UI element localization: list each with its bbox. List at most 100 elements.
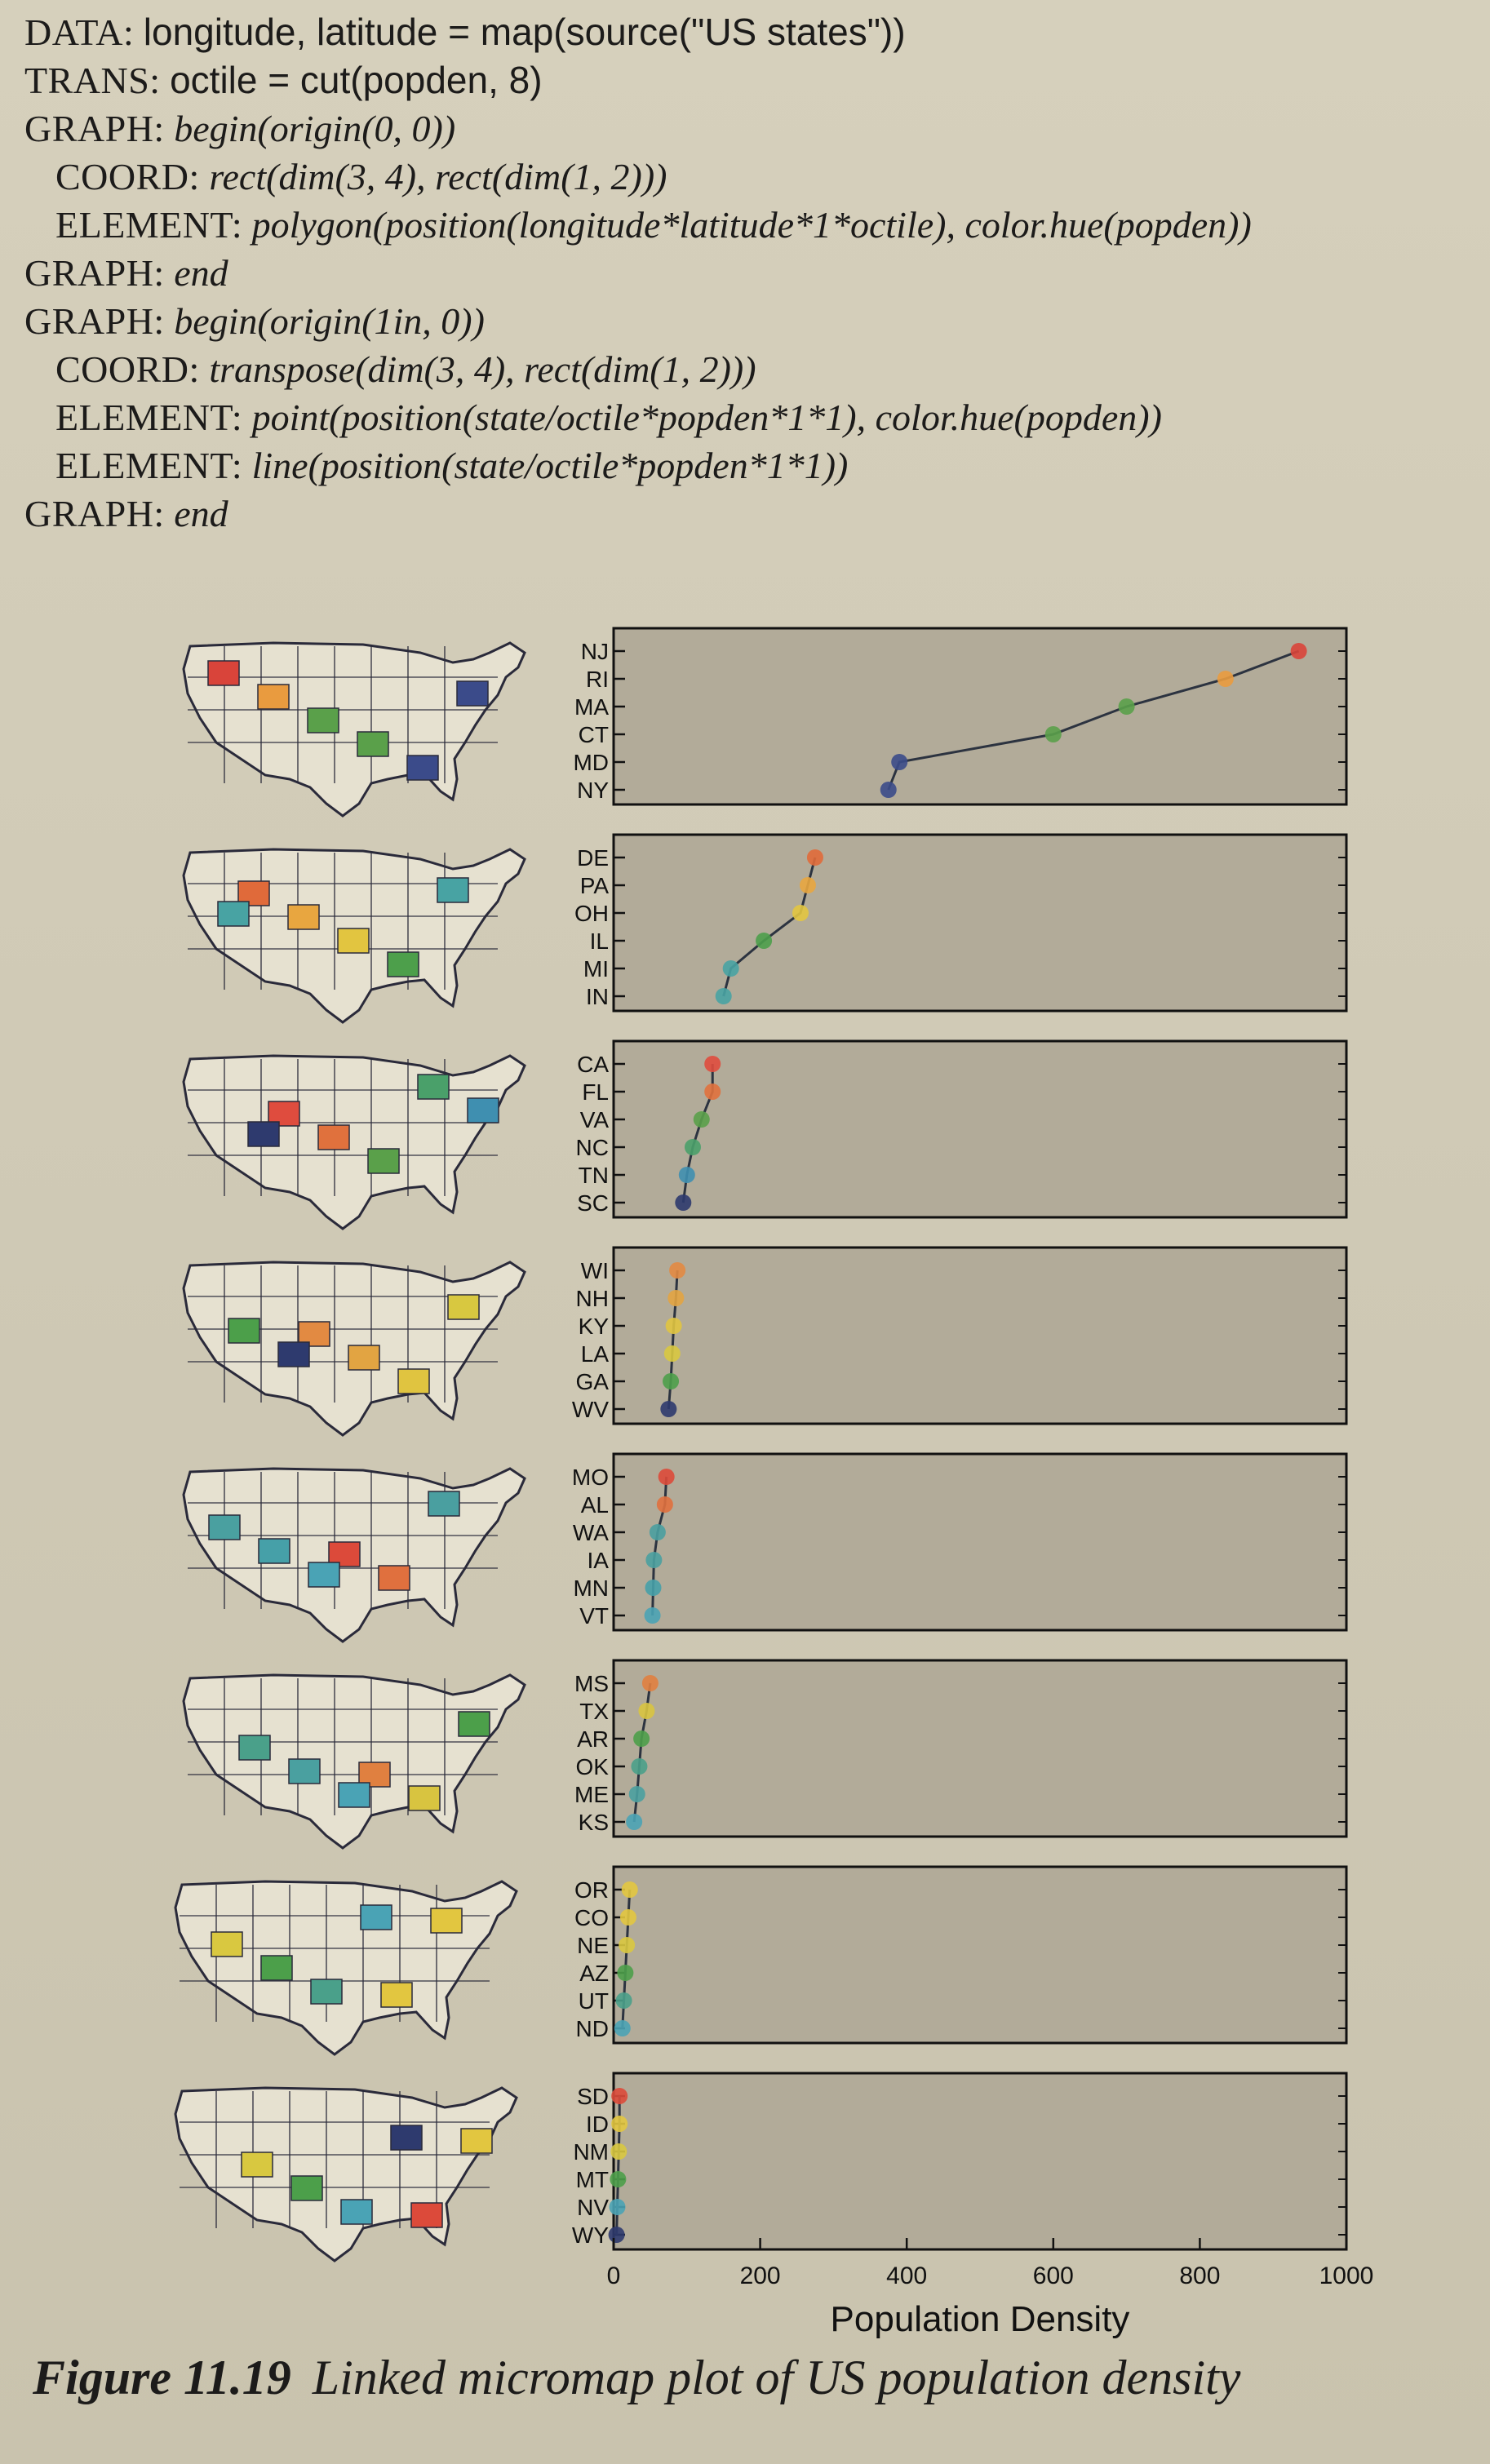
state-label: CA (577, 1052, 609, 1077)
x-tick-label: 200 (740, 2262, 781, 2289)
data-point (715, 988, 732, 1004)
figure-caption: Figure 11.19 Linked micromap plot of US p… (33, 2350, 1240, 2406)
code-line: ELEMENT: line(position(state/octile*popd… (55, 445, 849, 486)
highlighted-state (317, 1124, 350, 1150)
state-label: VA (580, 1107, 610, 1132)
highlighted-state (208, 1514, 241, 1540)
gpl-code-block: DATA: longitude, latitude = map(source("… (24, 8, 1252, 538)
highlighted-state (408, 1785, 441, 1811)
highlighted-state (258, 1538, 290, 1564)
data-point (756, 933, 773, 949)
us-outline (182, 1054, 526, 1230)
data-point (792, 905, 809, 921)
state-label: ND (576, 2016, 609, 2041)
state-label: TN (579, 1163, 609, 1188)
highlighted-state (287, 904, 320, 930)
data-point (621, 1881, 638, 1898)
data-point (626, 1814, 643, 1830)
data-point (1118, 698, 1135, 715)
state-label: IA (588, 1548, 610, 1573)
highlighted-state (456, 680, 489, 707)
us-micromap (182, 641, 526, 818)
data-point (641, 1675, 659, 1691)
data-point (675, 1194, 692, 1211)
data-point (684, 1139, 701, 1155)
highlighted-state (460, 2128, 493, 2154)
highlighted-state (360, 1904, 392, 1930)
figure-title: Linked micromap plot of US population de… (312, 2351, 1241, 2404)
data-point (663, 1345, 681, 1362)
data-point (658, 1469, 675, 1485)
data-point (631, 1758, 648, 1775)
highlighted-state (337, 928, 370, 954)
highlighted-state (290, 2175, 323, 2201)
plot-panel (612, 1452, 1348, 1632)
us-micromap (182, 848, 526, 1024)
code-line: GRAPH: begin(origin(1in, 0)) (24, 300, 485, 342)
state-label: IN (586, 984, 609, 1009)
data-point (617, 1965, 634, 1981)
data-point (891, 754, 908, 770)
data-point (722, 960, 739, 977)
data-point (799, 877, 816, 893)
highlighted-state (277, 1341, 310, 1367)
highlighted-state (247, 1121, 280, 1147)
highlighted-state (357, 731, 389, 757)
highlighted-state (378, 1565, 410, 1591)
data-point (1044, 726, 1062, 742)
data-point (633, 1731, 650, 1747)
data-point (611, 2088, 628, 2104)
data-point (663, 1373, 680, 1389)
data-point (693, 1111, 710, 1128)
highlighted-state (241, 2152, 273, 2178)
highlighted-state (387, 951, 419, 977)
state-label: LA (581, 1341, 610, 1367)
state-label: OR (574, 1877, 609, 1903)
us-micromap (174, 2086, 518, 2262)
state-label: NY (577, 778, 609, 803)
data-point (644, 1607, 661, 1624)
state-label: NH (576, 1286, 609, 1311)
data-point (660, 1401, 677, 1417)
highlighted-state (307, 707, 339, 733)
data-point (619, 1909, 636, 1926)
code-line: ELEMENT: point(position(state/octile*pop… (55, 397, 1162, 438)
state-label: NC (576, 1135, 609, 1160)
highlighted-state (238, 1735, 271, 1761)
state-label: FL (582, 1079, 609, 1105)
plot-panel (612, 1659, 1348, 1838)
state-label: ID (586, 2112, 609, 2137)
data-point (628, 1786, 645, 1802)
x-tick-label: 800 (1179, 2262, 1220, 2289)
data-point (610, 2143, 627, 2160)
data-point (667, 1290, 685, 1306)
state-label: MA (574, 694, 609, 720)
data-point (608, 2227, 625, 2243)
code-line: DATA: longitude, latitude = map(source("… (24, 11, 906, 53)
data-point (614, 2020, 631, 2036)
state-label: AR (577, 1726, 609, 1752)
data-point (1290, 643, 1307, 659)
state-label: AL (581, 1492, 609, 1518)
state-label: MD (573, 750, 609, 775)
data-point (704, 1084, 721, 1100)
data-point (615, 1992, 632, 2009)
state-label: AZ (579, 1961, 609, 1986)
highlighted-state (340, 2199, 373, 2225)
highlighted-state (288, 1758, 321, 1784)
x-tick-label: 600 (1033, 2262, 1074, 2289)
state-label: WV (572, 1397, 609, 1422)
highlighted-state (257, 684, 290, 710)
highlighted-state (428, 1491, 460, 1517)
highlighted-state (207, 660, 240, 686)
x-tick-label: 400 (886, 2262, 927, 2289)
state-label: NV (577, 2195, 609, 2220)
state-label: MN (573, 1575, 609, 1601)
